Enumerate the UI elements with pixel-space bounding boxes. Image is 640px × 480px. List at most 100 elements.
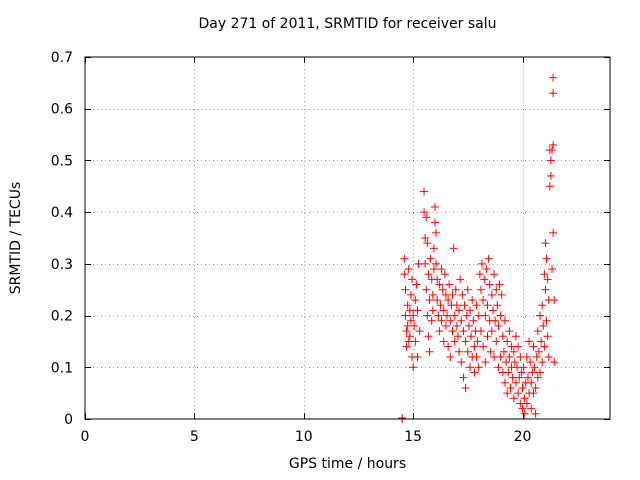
data-point (457, 358, 466, 367)
data-point (536, 311, 544, 320)
data-point (433, 296, 442, 305)
data-point (487, 327, 496, 336)
data-point (402, 342, 411, 351)
data-point (450, 337, 459, 346)
data-point (411, 337, 420, 346)
data-point (533, 373, 542, 382)
data-point (543, 275, 552, 284)
data-point (538, 358, 547, 367)
data-point (429, 244, 438, 253)
data-point (483, 332, 492, 341)
data-point (439, 306, 448, 315)
data-point (486, 347, 495, 356)
data-point (452, 321, 461, 330)
data-point (406, 316, 415, 325)
data-point (542, 254, 551, 263)
data-point (463, 347, 472, 356)
data-point (466, 363, 474, 372)
data-point (530, 363, 539, 372)
data-point (441, 321, 450, 330)
data-point (420, 187, 429, 196)
data-point (472, 301, 481, 310)
data-point (402, 327, 411, 336)
data-point (432, 228, 441, 237)
data-point (476, 327, 485, 336)
data-point (492, 337, 501, 346)
data-point (545, 182, 554, 191)
data-point (527, 404, 536, 413)
data-point (464, 321, 473, 330)
data-point (534, 347, 543, 356)
data-point (415, 327, 424, 336)
data-point (533, 327, 542, 336)
data-point (461, 383, 470, 392)
x-tick-label: 20 (514, 429, 532, 445)
data-point (540, 342, 549, 351)
data-point (431, 202, 439, 211)
data-point (452, 301, 461, 310)
data-point (435, 280, 444, 289)
data-point (476, 285, 485, 294)
data-point (520, 394, 529, 403)
data-point (539, 321, 548, 330)
data-point (424, 332, 433, 341)
data-point (421, 234, 430, 242)
data-point (487, 290, 496, 299)
data-point (412, 280, 421, 289)
data-point (425, 296, 434, 305)
data-point (549, 73, 558, 82)
data-point (455, 347, 464, 356)
data-point (493, 301, 502, 310)
data-point (528, 368, 537, 377)
data-point (481, 311, 490, 320)
data-point (480, 275, 489, 284)
data-point (511, 378, 520, 387)
data-point (482, 265, 491, 274)
data-point (421, 259, 430, 268)
data-point (428, 290, 437, 299)
data-point (527, 378, 536, 387)
data-point (470, 368, 479, 377)
data-point (541, 285, 550, 294)
data-point (423, 239, 432, 248)
data-point (434, 311, 443, 320)
data-point (526, 358, 535, 367)
data-point (549, 228, 558, 237)
data-point (495, 280, 504, 289)
data-point (425, 347, 434, 356)
data-point (405, 306, 414, 315)
data-point (466, 306, 474, 315)
data-point (420, 208, 429, 217)
data-point (459, 373, 468, 382)
data-point (502, 358, 511, 367)
data-point (503, 337, 512, 346)
data-point (517, 368, 526, 377)
data-point (515, 373, 524, 382)
data-point (483, 301, 492, 310)
data-point (501, 316, 509, 325)
data-point (548, 146, 557, 155)
data-point (525, 337, 534, 346)
x-tick-label: 5 (190, 429, 199, 445)
y-tick-label: 0 (64, 412, 73, 428)
data-point (400, 270, 409, 279)
data-point (433, 275, 442, 284)
data-point (520, 409, 529, 418)
data-point (411, 296, 420, 305)
data-point (462, 311, 471, 320)
data-point (499, 347, 508, 356)
data-point (450, 311, 459, 320)
data-point (468, 296, 477, 305)
y-tick-label: 0.7 (51, 50, 73, 66)
data-point (460, 301, 469, 310)
data-point (409, 311, 418, 320)
data-point (494, 363, 503, 372)
data-point (440, 270, 449, 279)
y-tick-label: 0.3 (51, 257, 73, 273)
data-point (448, 290, 457, 299)
data-point (458, 290, 467, 299)
data-point (504, 368, 513, 377)
data-point (422, 213, 431, 222)
data-point (401, 285, 410, 294)
data-point (549, 140, 558, 149)
